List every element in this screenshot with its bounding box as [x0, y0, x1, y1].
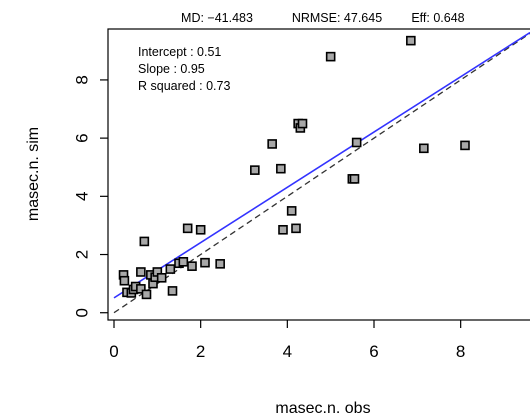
data-point	[406, 35, 416, 46]
data-point	[156, 273, 167, 283]
y-tick-label: 6	[73, 133, 92, 142]
data-point	[460, 140, 470, 151]
data-point	[419, 143, 429, 154]
data-point	[195, 224, 206, 235]
data-point	[165, 264, 176, 274]
data-point	[178, 256, 189, 267]
data-point	[291, 223, 301, 234]
data-points	[118, 35, 470, 300]
data-point	[276, 163, 286, 174]
data-point	[267, 139, 277, 149]
x-tick-label: 4	[283, 342, 292, 361]
plot-frame	[107, 28, 530, 321]
y-tick-label: 0	[73, 308, 92, 317]
data-point	[325, 51, 336, 62]
data-point	[182, 223, 193, 234]
md-stat: MD: −41.483	[181, 11, 253, 25]
data-point	[167, 286, 178, 296]
nrmse-stat: NRMSE: 47.645	[292, 11, 382, 25]
data-point	[200, 257, 210, 268]
y-tick-label: 4	[73, 192, 92, 201]
eff-stat: Eff: 0.648	[411, 11, 464, 25]
y-axis: 0 2 4 6 8	[73, 75, 108, 317]
x-tick-label: 0	[109, 342, 118, 361]
y-tick-label: 2	[73, 250, 92, 259]
data-point	[351, 137, 362, 148]
data-point	[136, 267, 146, 277]
data-point	[141, 289, 152, 300]
x-tick-label: 6	[369, 342, 378, 361]
data-point	[278, 224, 288, 235]
x-axis-title: masec.n. obs	[275, 400, 370, 417]
x-axis: 0 2 4 6 8	[109, 320, 465, 361]
data-point	[119, 275, 130, 286]
y-tick-label: 8	[73, 75, 92, 84]
fit-summary: Intercept : 0.51 Slope : 0.95 R squared …	[138, 45, 230, 93]
data-point	[187, 261, 197, 271]
intercept-text: Intercept : 0.51	[138, 45, 221, 59]
regression-line	[113, 31, 530, 299]
x-tick-label: 8	[456, 342, 465, 361]
data-point	[136, 284, 146, 294]
data-point	[297, 118, 308, 129]
model-stats: MD: −41.483 NRMSE: 47.645 Eff: 0.648	[181, 11, 465, 25]
r-squared-text: R squared : 0.73	[138, 79, 230, 93]
x-tick-label: 2	[196, 342, 205, 361]
data-point	[349, 174, 360, 184]
data-point	[286, 206, 297, 216]
y-axis-title: masec.n. sim	[25, 127, 42, 221]
data-point	[250, 165, 260, 175]
data-point	[215, 259, 225, 269]
slope-text: Slope : 0.95	[138, 62, 205, 76]
data-point	[139, 236, 150, 247]
